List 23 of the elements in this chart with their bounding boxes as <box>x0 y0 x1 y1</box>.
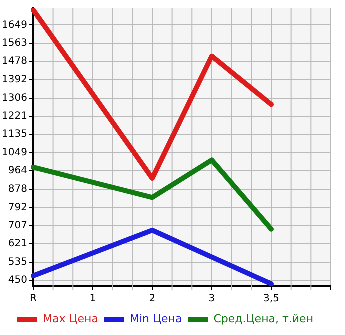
y-tick-label: 1563 <box>2 38 28 50</box>
x-tick-label: R <box>30 294 37 305</box>
legend-label: Сред.Цена, т.йен <box>214 312 314 326</box>
y-tick-label: 792 <box>8 202 28 214</box>
legend-label: Min Цена <box>130 312 182 326</box>
y-tick-label: 1135 <box>2 129 28 140</box>
y-tick-label: 1392 <box>2 74 28 86</box>
legend-label: Max Цена <box>42 312 98 326</box>
x-tick-label: 1 <box>90 294 96 305</box>
y-tick-label: 1478 <box>2 56 28 68</box>
y-tick-label: 878 <box>8 184 28 195</box>
x-tick-label: 2 <box>149 294 156 305</box>
y-tick-label: 964 <box>8 166 28 177</box>
y-tick-label: 1306 <box>2 92 28 104</box>
x-tick-label: 3 <box>208 294 216 305</box>
y-tick-label: 535 <box>8 256 28 268</box>
y-tick-label: 1049 <box>2 148 28 159</box>
x-tick-label: 3,5 <box>264 294 280 305</box>
y-tick-label: 1221 <box>2 110 28 122</box>
y-tick-label: 621 <box>8 238 28 250</box>
y-tick-label: 450 <box>8 275 28 286</box>
y-tick-label: 1649 <box>2 20 28 31</box>
y-tick-label: 707 <box>8 220 28 232</box>
